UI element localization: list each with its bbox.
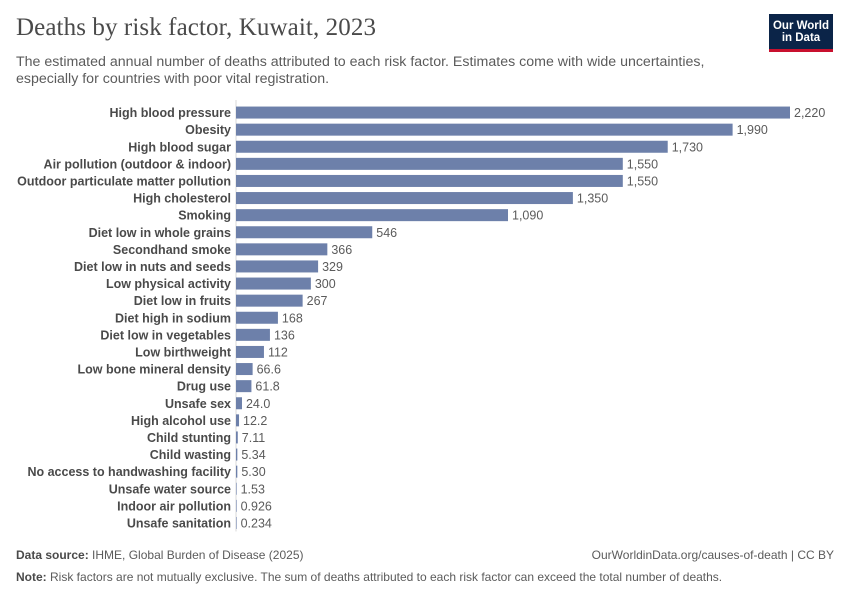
chart-title: Deaths by risk factor, Kuwait, 2023: [16, 14, 377, 41]
category-label: High cholesterol: [133, 192, 231, 206]
bar[interactable]: [236, 209, 509, 222]
category-label: Diet low in vegetables: [100, 328, 231, 342]
value-label: 1,550: [627, 157, 658, 171]
category-label: Low birthweight: [135, 345, 232, 359]
bar[interactable]: [236, 345, 264, 358]
bar[interactable]: [236, 380, 252, 393]
category-label: Child stunting: [147, 431, 231, 445]
bar[interactable]: [236, 140, 668, 153]
category-label: Obesity: [185, 123, 231, 137]
bar[interactable]: [236, 414, 240, 427]
bar[interactable]: [236, 260, 319, 273]
bar[interactable]: [236, 311, 278, 324]
category-label: High blood sugar: [128, 140, 231, 154]
category-label: High alcohol use: [131, 414, 231, 428]
category-label: Air pollution (outdoor & indoor): [44, 157, 231, 171]
footer-source-row: Data source: IHME, Global Burden of Dise…: [16, 548, 834, 562]
value-label: 66.6: [257, 363, 281, 377]
category-label: Low physical activity: [106, 277, 231, 291]
category-label: Low bone mineral density: [78, 363, 232, 377]
bar[interactable]: [236, 123, 733, 136]
category-label: Diet low in whole grains: [89, 226, 231, 240]
value-label: 5.30: [241, 465, 265, 479]
value-label: 329: [322, 260, 343, 274]
logo-line-1: Our World: [772, 20, 829, 32]
note-text: Risk factors are not mutually exclusive.…: [50, 570, 723, 584]
bar[interactable]: [236, 294, 303, 307]
category-label: Child wasting: [150, 448, 231, 462]
bar-chart: High blood pressure 2,220 Obesity 1,990 High…: [17, 100, 825, 532]
source-text: IHME, Global Burden of Disease (2025): [92, 548, 304, 562]
bar[interactable]: [236, 499, 237, 512]
category-label: High blood pressure: [109, 106, 231, 120]
category-label: Secondhand smoke: [113, 243, 231, 257]
category-label: Drug use: [177, 380, 231, 394]
bar[interactable]: [236, 516, 237, 529]
bar[interactable]: [236, 431, 238, 444]
category-label: Indoor air pollution: [117, 499, 231, 513]
value-label: 136: [274, 328, 295, 342]
value-label: 546: [376, 226, 397, 240]
category-label: Unsafe water source: [109, 482, 231, 496]
bar[interactable]: [236, 363, 253, 376]
bar[interactable]: [236, 482, 237, 495]
value-label: 2,220: [794, 106, 825, 120]
category-label: Unsafe sex: [165, 397, 231, 411]
logo-line-2: in Data: [781, 32, 821, 44]
bar[interactable]: [236, 243, 328, 256]
value-label: 168: [282, 311, 303, 325]
bar[interactable]: [236, 277, 311, 290]
value-label: 0.234: [241, 516, 272, 530]
source-label: Data source:: [16, 548, 89, 562]
bar[interactable]: [236, 397, 242, 410]
category-label: Diet low in fruits: [134, 294, 231, 308]
value-label: 12.2: [243, 414, 267, 428]
bar[interactable]: [236, 174, 623, 187]
bar[interactable]: [236, 106, 790, 119]
footer-note-row: Note: Risk factors are not mutually excl…: [16, 570, 834, 584]
category-label: Smoking: [178, 209, 231, 223]
bar[interactable]: [236, 448, 238, 461]
note-label: Note:: [16, 570, 47, 584]
value-label: 1,350: [577, 192, 608, 206]
bar[interactable]: [236, 465, 238, 478]
value-label: 1,090: [512, 209, 543, 223]
bar[interactable]: [236, 157, 623, 170]
bar[interactable]: [236, 226, 373, 239]
value-label: 267: [307, 294, 328, 308]
category-label: Outdoor particulate matter pollution: [17, 174, 231, 188]
value-label: 1,550: [627, 174, 658, 188]
category-label: Diet high in sodium: [115, 311, 231, 325]
bar[interactable]: [236, 328, 270, 341]
chart-subtitle: The estimated annual number of deaths at…: [16, 54, 705, 87]
category-label: Diet low in nuts and seeds: [74, 260, 231, 274]
value-label: 7.11: [242, 431, 265, 445]
value-label: 24.0: [246, 397, 270, 411]
value-label: 1,990: [737, 123, 768, 137]
source-url-link[interactable]: OurWorldinData.org/causes-of-death | CC …: [591, 548, 834, 562]
value-label: 1,730: [672, 140, 703, 154]
value-label: 5.34: [241, 448, 265, 462]
value-label: 1.53: [241, 482, 265, 496]
bar[interactable]: [236, 192, 573, 205]
value-label: 366: [331, 243, 352, 257]
value-label: 0.926: [241, 499, 272, 513]
value-label: 61.8: [255, 380, 279, 394]
value-label: 112: [268, 345, 288, 359]
value-label: 300: [315, 277, 336, 291]
owid-logo[interactable]: Our World in Data: [769, 14, 833, 52]
category-label: Unsafe sanitation: [127, 516, 231, 530]
category-label: No access to handwashing facility: [27, 465, 231, 479]
